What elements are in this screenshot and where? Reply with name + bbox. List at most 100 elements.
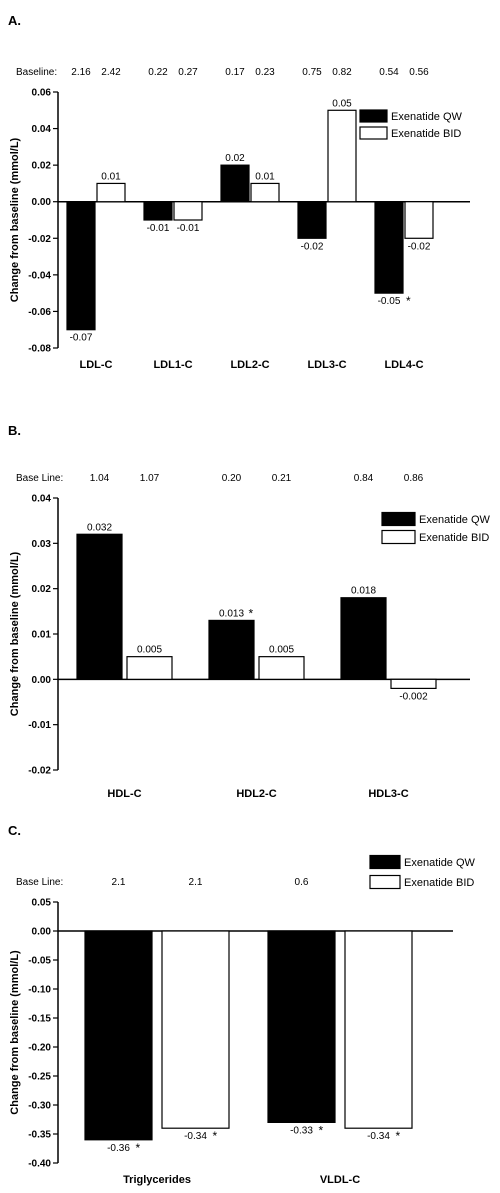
- panel-a-bar-qw-4: [374, 201, 404, 294]
- panel-b-y-tick-label-5: 0.03: [32, 539, 52, 550]
- panel-b-data-label-bid-2: -0.002: [399, 691, 428, 702]
- panel-c-category-label-0: Triglycerides: [123, 1174, 191, 1186]
- panel-c-y-tick-label-5: -0.15: [28, 1014, 51, 1025]
- panel-b-legend-swatch-qw: [381, 511, 416, 527]
- panel-c-y-tick-label-2: -0.30: [28, 1101, 51, 1112]
- panel-b-bar-qw-0: [76, 533, 123, 680]
- panel-c-y-tick-label-7: -0.05: [28, 956, 51, 967]
- panel-a-significance-star-qw-4: *: [406, 294, 411, 308]
- panel-a-y-tick-label-7: 0.06: [32, 88, 52, 99]
- panel-c-y-tick-label-0: -0.40: [28, 1159, 51, 1170]
- panel-b-bar-bid-0: [126, 656, 173, 680]
- panel-b-baseline-label: Base Line:: [16, 473, 63, 484]
- panel-a-baseline-label: Baseline:: [16, 67, 57, 78]
- panel-c-y-tick-label-1: -0.35: [28, 1130, 51, 1141]
- panel-a-bar-qw-3: [297, 201, 327, 239]
- panel-a-category-label-2: LDL2-C: [230, 359, 269, 371]
- panel-b-y-tick-label-2: 0.00: [32, 675, 52, 686]
- panel-a-data-label-qw-2: 0.02: [225, 153, 245, 164]
- panel-c-label: C.: [8, 823, 21, 838]
- panel-a-legend-label-bid: Exenatide BID: [391, 128, 461, 140]
- panel-c-significance-star-bid-1: *: [396, 1129, 401, 1143]
- panel-b-legend-label-qw: Exenatide QW: [419, 514, 491, 526]
- panel-a-y-tick-label-6: 0.04: [32, 124, 52, 135]
- panel-b-y-tick-label-3: 0.01: [32, 630, 52, 641]
- panel-b-category-label-1: HDL2-C: [236, 788, 276, 800]
- panel-c-y-tick-label-3: -0.25: [28, 1072, 51, 1083]
- panel-b-bar-bid-1: [258, 656, 305, 680]
- panel-b-y-tick-label-1: -0.01: [28, 720, 51, 731]
- panel-b-data-label-bid-1: 0.005: [269, 645, 294, 656]
- panel-c-legend-swatch-qw: [369, 854, 401, 870]
- panel-c-significance-star-bid-0: *: [213, 1129, 218, 1143]
- panel-c-y-tick-label-9: 0.05: [32, 898, 52, 909]
- panel-a-y-tick-label-5: 0.02: [32, 161, 52, 172]
- panel-a-y-tick-label-4: 0.00: [32, 197, 52, 208]
- panel-a-data-label-bid-4: -0.02: [408, 241, 431, 252]
- panel-c-y-tick-label-4: -0.20: [28, 1043, 51, 1054]
- panel-b-significance-star-qw-1: *: [249, 606, 254, 620]
- panel-b-label: B.: [8, 423, 21, 438]
- panel-a-legend-swatch-qw: [359, 109, 388, 123]
- panel-c-bar-qw-0: [84, 930, 153, 1141]
- panel-a-data-label-qw-0: -0.07: [70, 333, 93, 344]
- panel-a-baseline-value-qw-2: 0.17: [225, 67, 245, 78]
- panel-a-data-label-bid-3: 0.05: [332, 98, 352, 109]
- panel-b-legend-label-bid: Exenatide BID: [419, 532, 489, 544]
- panel-b-category-label-2: HDL3-C: [368, 788, 408, 800]
- panel-b-baseline-value-bid-2: 0.86: [404, 473, 424, 484]
- panel-a-bar-bid-3: [327, 109, 357, 203]
- panel-b-data-label-qw-1: 0.013: [219, 608, 244, 619]
- panel-b-baseline-value-qw-0: 1.04: [90, 473, 110, 484]
- panel-c-significance-star-qw-1: *: [319, 1123, 324, 1137]
- panel-a-bar-bid-2: [250, 182, 280, 203]
- panel-a-legend-label-qw: Exenatide QW: [391, 111, 463, 123]
- panel-a-data-label-bid-0: 0.01: [101, 171, 121, 182]
- panel-a-baseline-value-qw-4: 0.54: [379, 67, 399, 78]
- panel-c-legend-label-qw: Exenatide QW: [404, 857, 476, 869]
- panel-a-category-label-3: LDL3-C: [307, 359, 346, 371]
- panel-a-baseline-value-bid-4: 0.56: [409, 67, 429, 78]
- panel-a-y-tick-label-1: -0.06: [28, 307, 51, 318]
- panel-c-y-tick-label-6: -0.10: [28, 985, 51, 996]
- panel-a-baseline-value-bid-2: 0.23: [255, 67, 275, 78]
- panel-c-bar-qw-1: [267, 930, 336, 1123]
- panel-b-data-label-qw-0: 0.032: [87, 522, 112, 533]
- panel-a-bar-bid-1: [173, 201, 203, 221]
- panel-c-baseline-value-qw-0: 2.1: [112, 877, 126, 888]
- panel-a-baseline-value-bid-3: 0.82: [332, 67, 352, 78]
- panel-a-bar-qw-0: [66, 201, 96, 331]
- panel-a-y-tick-label-2: -0.04: [28, 270, 51, 281]
- panel-a-baseline-value-qw-0: 2.16: [71, 67, 91, 78]
- panel-a-baseline-value-bid-1: 0.27: [178, 67, 198, 78]
- panel-a-bar-qw-1: [143, 201, 173, 221]
- panel-a-data-label-qw-3: -0.02: [301, 241, 324, 252]
- panel-a-category-label-1: LDL1-C: [153, 359, 192, 371]
- panel-c-baseline-label: Base Line:: [16, 877, 63, 888]
- panel-a-bar-qw-2: [220, 164, 250, 203]
- panel-c-bar-bid-1: [344, 930, 413, 1129]
- panel-b-baseline-value-bid-0: 1.07: [140, 473, 160, 484]
- panel-a-bar-bid-4: [404, 201, 434, 239]
- panel-c-data-label-bid-1: -0.34: [367, 1131, 390, 1142]
- panel-a-legend-swatch-bid: [359, 126, 388, 140]
- panel-b-y-axis-label: Change from baseline (mmol/L): [9, 551, 21, 716]
- panel-c-baseline-value-qw-1: 0.6: [295, 877, 309, 888]
- panel-b-y-tick-label-6: 0.04: [32, 494, 52, 505]
- panel-b-bar-qw-1: [208, 619, 255, 680]
- panel-b-legend-swatch-bid: [381, 529, 416, 545]
- panel-c-legend-swatch-bid: [369, 874, 401, 890]
- panel-b-baseline-value-qw-1: 0.20: [222, 473, 242, 484]
- panel-b-baseline-value-qw-2: 0.84: [354, 473, 374, 484]
- panel-c-significance-star-qw-0: *: [136, 1141, 141, 1155]
- panel-a-data-label-qw-4: -0.05: [378, 296, 401, 307]
- panel-c-y-tick-label-8: 0.00: [32, 927, 52, 938]
- panel-b-data-label-bid-0: 0.005: [137, 645, 162, 656]
- panel-a-data-label-bid-1: -0.01: [177, 223, 200, 234]
- panel-c-legend-label-bid: Exenatide BID: [404, 877, 474, 889]
- panel-a-y-tick-label-3: -0.02: [28, 234, 51, 245]
- panel-a-baseline-value-qw-3: 0.75: [302, 67, 322, 78]
- panel-b-y-tick-label-0: -0.02: [28, 766, 51, 777]
- panel-b-category-label-0: HDL-C: [107, 788, 141, 800]
